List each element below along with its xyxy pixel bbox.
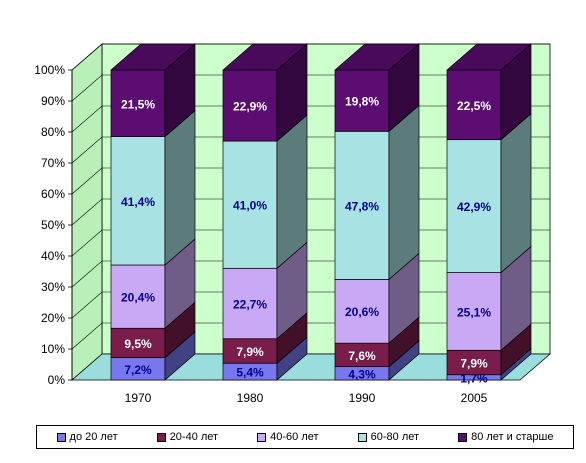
x-tick-label: 1970 [125,391,152,405]
data-label: 22,9% [233,100,267,114]
y-tick-label: 20% [41,311,65,325]
data-label: 47,8% [345,199,379,213]
data-label: 19,8% [345,95,379,109]
legend-swatch [458,432,468,442]
data-label: 21,5% [121,97,155,111]
bar-segment [446,139,502,273]
data-label: 7,9% [236,345,264,359]
legend-swatch [357,432,367,442]
y-tick-label: 30% [41,280,65,294]
bar-segment [334,130,390,280]
legend-swatch [156,432,166,442]
data-label: 41,0% [233,199,267,213]
data-label: 4,3% [348,367,376,381]
x-tick-label: 1990 [349,391,376,405]
bar-segment [446,69,502,141]
bar-segment [446,272,502,351]
data-label: 42,9% [457,200,491,214]
data-label: 9,5% [124,337,152,351]
y-tick-label: 50% [41,218,65,232]
bar-top [446,43,532,71]
bar-segment [222,69,278,142]
bar-segment-side [388,104,420,281]
y-tick-label: 80% [41,125,65,139]
data-label: 22,7% [233,298,267,312]
data-label: 25,1% [457,305,491,319]
y-tick-label: 10% [41,342,65,356]
bar-top [222,43,308,71]
y-tick-label: 70% [41,156,65,170]
legend-swatch [257,432,267,442]
bar-segment [334,279,390,344]
bar-segment [334,69,390,132]
data-label: 41,4% [121,195,155,209]
data-label: 20,6% [345,305,379,319]
bar-segment-side [500,112,532,274]
data-label: 7,6% [348,349,376,363]
y-tick-label: 60% [41,187,65,201]
legend-item: 60-80 лет [357,431,420,443]
bar-segment-side [164,109,196,266]
data-label: 7,9% [460,357,488,371]
bar-top [334,43,420,71]
y-tick-label: 90% [41,94,65,108]
legend-item: 40-60 лет [257,431,319,443]
bar-top [110,43,196,71]
data-label: 20,4% [121,291,155,305]
legend-item: 20-40 лет [156,431,219,443]
x-tick-label: 1980 [237,391,264,405]
y-tick-label: 0% [48,373,66,387]
data-label: 5,4% [236,366,264,380]
y-tick-label: 40% [41,249,65,263]
legend-swatch [56,432,66,442]
legend-label: до 20 лет [69,431,118,443]
legend-label: 40-60 лет [270,431,319,443]
bar-segment-side [276,114,308,270]
data-label: 22,5% [457,99,491,113]
bar-segment [110,136,166,266]
x-tick-label: 2005 [461,391,488,405]
y-tick-label: 100% [34,63,65,77]
legend-label: 20-40 лет [169,431,219,443]
data-label: 7,2% [124,363,152,377]
legend-item: 80 лет и старше [458,431,553,443]
legend: до 20 лет 20-40 лет 40-60 лет 60-80 лет 80 л… [36,425,574,449]
legend-label: 80 лет и старше [471,431,554,443]
legend-item: до 20 лет [56,431,118,443]
legend-label: 60-80 лет [370,431,420,443]
